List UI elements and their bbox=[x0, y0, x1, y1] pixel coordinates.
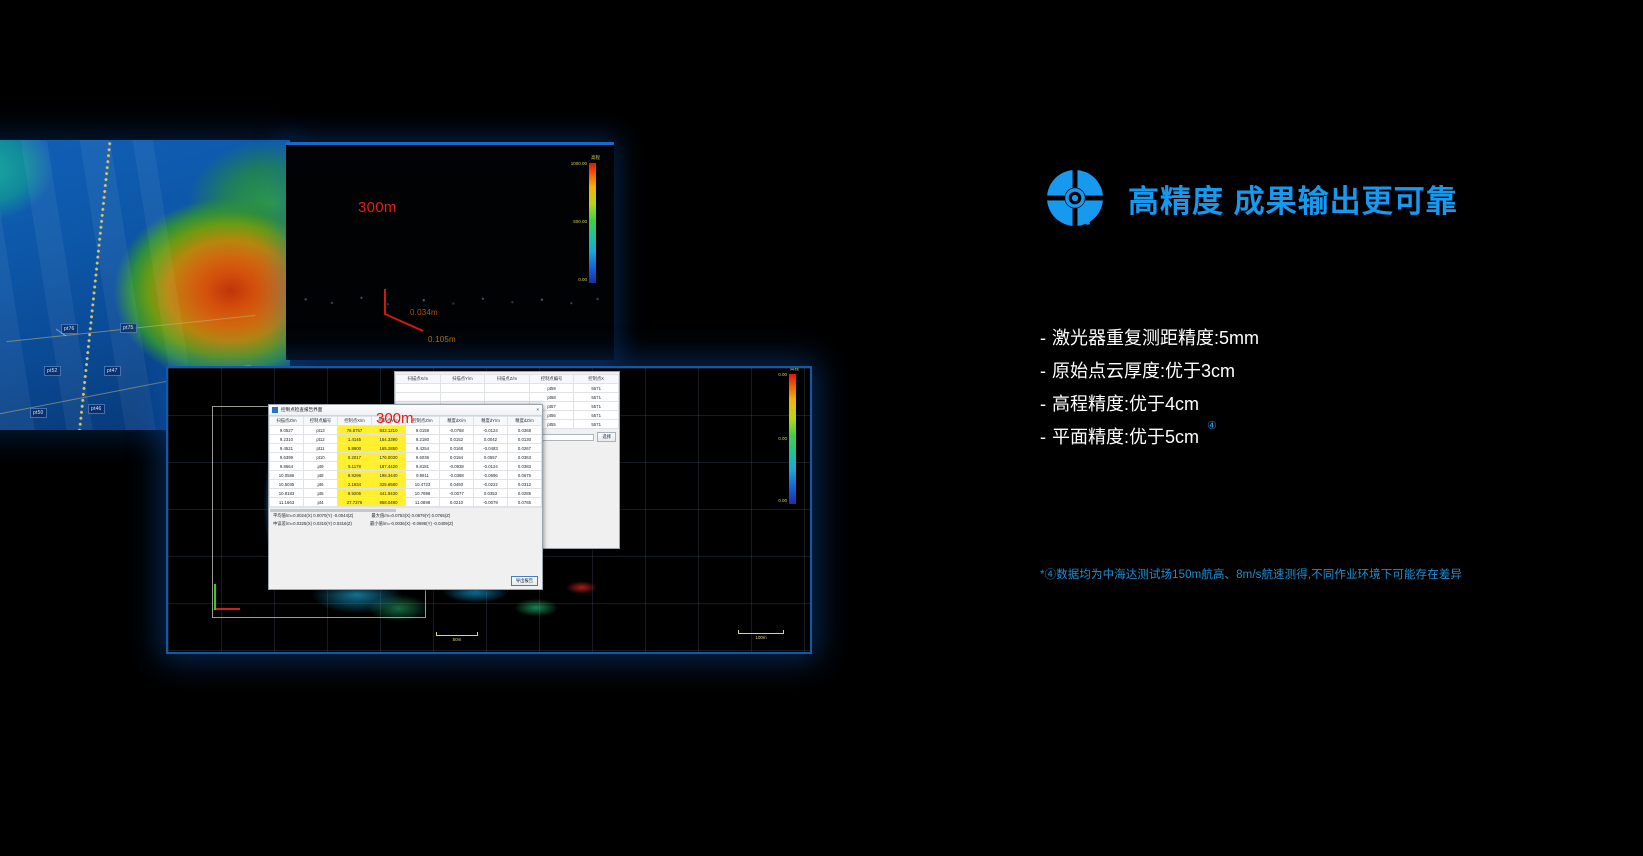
target-compass-icon bbox=[1047, 170, 1103, 226]
dialog-title: 控制点检查报告界面 bbox=[281, 407, 323, 412]
list-item-label: 高程精度:优于4cm bbox=[1052, 394, 1200, 414]
list-item: - 平面精度:优于5cm ④ bbox=[1040, 421, 1600, 454]
pt-coord: 5571 bbox=[573, 392, 619, 402]
pt-tag: pt76 bbox=[61, 324, 78, 334]
pt-coord: 5571 bbox=[573, 419, 619, 429]
pt-tag: pt50 bbox=[30, 408, 47, 418]
footnote-text: *④数据均为中海达测试场150m航高、8m/s航速测得,不同作业环境下可能存在差… bbox=[1040, 569, 1462, 581]
export-report-button[interactable]: 导出报告 bbox=[510, 576, 538, 586]
pt-cell: pt59 bbox=[528, 383, 575, 393]
page-title: 高精度 成果输出更可靠 bbox=[1128, 183, 1458, 219]
col-header: 控制点编号 bbox=[528, 374, 575, 384]
stat-min: 最小值/m=-0.0036(X) -0.0696(Y) -0.0409(Z) bbox=[369, 521, 454, 526]
dimension-upper: 0.034m bbox=[410, 308, 438, 317]
col-header: 精度dY/m bbox=[473, 416, 508, 426]
table-row: 9.6399 pt10 0.2017 176.0030 9.6036 0.019… bbox=[269, 452, 542, 462]
col-header: 扫描点Z/m bbox=[484, 374, 530, 384]
pt-coord: 5571 bbox=[573, 383, 619, 393]
col-header: 精度dZ/m bbox=[507, 416, 542, 426]
list-item: - 激光器重复测距精度:5mm bbox=[1040, 322, 1600, 355]
table-row: 10.8183 pt5 9.9206 441.9430 10.7898 -0.0… bbox=[269, 488, 542, 498]
scale-bar-left: 50m bbox=[436, 632, 478, 642]
list-item-label: 激光器重复测距精度:5mm bbox=[1052, 328, 1259, 348]
col-header: 精度dX/m bbox=[439, 416, 474, 426]
pt-tag: pt47 bbox=[104, 366, 121, 376]
col-header: 扫描点X/m bbox=[395, 374, 441, 384]
col-header: 控制点编号 bbox=[303, 416, 338, 426]
pt-tag: pt46 bbox=[88, 404, 105, 414]
bullet-marker: - bbox=[1040, 427, 1046, 447]
control-point-report-dialog[interactable]: 控制点检查报告界面 × 扫描点Z/m 控制点编号 控制点X/m 控制点Y/m 控… bbox=[268, 404, 543, 590]
bullet-marker: - bbox=[1040, 361, 1046, 381]
list-item: - 原始点云厚度:优于3cm bbox=[1040, 355, 1600, 388]
col-header: 控制点X bbox=[573, 374, 619, 384]
point-cloud-noise-band bbox=[286, 293, 614, 309]
pt-cell: pt58 bbox=[528, 392, 575, 402]
report-table: 扫描点Z/m 控制点编号 控制点X/m 控制点Y/m 控制点Z/m 精度dX/m… bbox=[269, 416, 542, 507]
pt-tag: pt75 bbox=[120, 323, 137, 333]
app-icon bbox=[272, 407, 278, 413]
list-item: - 高程精度:优于4cm bbox=[1040, 388, 1600, 421]
table-row: 9.2310 pt12 1.4145 154.3390 9.2180 0.015… bbox=[269, 434, 542, 444]
col-header: 扫描点Y/m bbox=[439, 374, 486, 384]
flight-altitude-profile-view: 300m 0.034m 0.105m 高程 1000.00 500.00 0.0… bbox=[286, 142, 614, 360]
stat-mean: 平均值/m=0.0024(X) 0.0070(Y) -0.0044(Z) bbox=[273, 513, 354, 518]
list-item-label: 平面精度:优于5cm bbox=[1052, 427, 1200, 447]
table-row: 10.5035 pt6 2.1934 325.6580 10.4723 0.04… bbox=[269, 479, 542, 489]
pt-coord: 5571 bbox=[573, 401, 619, 411]
dimension-lower: 0.105m bbox=[428, 335, 456, 344]
point-cloud-software-screenshot: 50m 100m 高程 0.00 0.00 0.00 300m 扫描点X/m bbox=[166, 366, 812, 654]
horizontal-scrollbar[interactable] bbox=[269, 507, 542, 512]
stat-max: 最大值/m=0.0753(X) 0.0879(Y) 0.0765(Z) bbox=[371, 513, 451, 518]
table-row: 9.8564 pt9 5.1178 187.4420 9.8181 -0.093… bbox=[269, 461, 542, 471]
col-header: 扫描点Z/m bbox=[269, 416, 304, 426]
bullet-marker: - bbox=[1040, 328, 1046, 348]
footnote-superscript: ④ bbox=[1207, 420, 1217, 432]
select-button[interactable]: 选择 bbox=[597, 432, 616, 442]
pt-coord: 5571 bbox=[573, 410, 619, 420]
list-item-label: 原始点云厚度:优于3cm bbox=[1052, 361, 1236, 381]
dialog-title-bar[interactable]: 控制点检查报告界面 × bbox=[269, 405, 542, 416]
pt-tag: pt52 bbox=[44, 366, 61, 376]
table-row: 9.0527 pt13 76.8757 843.1210 9.0159 -0.0… bbox=[269, 425, 542, 435]
axis-y bbox=[214, 584, 216, 610]
content-column: 高精度 成果输出更可靠 - 激光器重复测距精度:5mm - 原始点云厚度:优于3… bbox=[1040, 0, 1643, 856]
stat-median: 中误差/m=0.0325(X) 0.0310(Y) 0.0316(Z) bbox=[273, 521, 352, 526]
table-row: 9.4521 pt11 5.8900 165.2850 9.4254 0.016… bbox=[269, 443, 542, 453]
bullet-marker: - bbox=[1040, 394, 1046, 414]
table-row: 10.0586 pt8 9.8296 198.3440 9.9911 -0.03… bbox=[269, 470, 542, 480]
table-row: 11.1663 pt4 27.7376 958.0490 11.0898 0.0… bbox=[269, 497, 542, 507]
scale-bar-right: 100m bbox=[738, 630, 784, 640]
section-header: 高精度 成果输出更可靠 bbox=[1040, 163, 1458, 233]
feature-list: - 激光器重复测距精度:5mm - 原始点云厚度:优于3cm - 高程精度:优于… bbox=[1040, 322, 1600, 454]
col-header: 控制点X/m bbox=[337, 416, 372, 426]
close-icon[interactable]: × bbox=[536, 407, 539, 412]
altitude-label: 300m bbox=[358, 199, 397, 216]
altitude-label-overlay: 300m bbox=[376, 410, 414, 427]
elevation-colorbar-secondary: 高程 0.00 0.00 0.00 bbox=[778, 366, 799, 504]
elevation-colorbar: 高程 1000.00 500.00 0.00 bbox=[570, 155, 600, 283]
axis-x bbox=[214, 608, 240, 610]
